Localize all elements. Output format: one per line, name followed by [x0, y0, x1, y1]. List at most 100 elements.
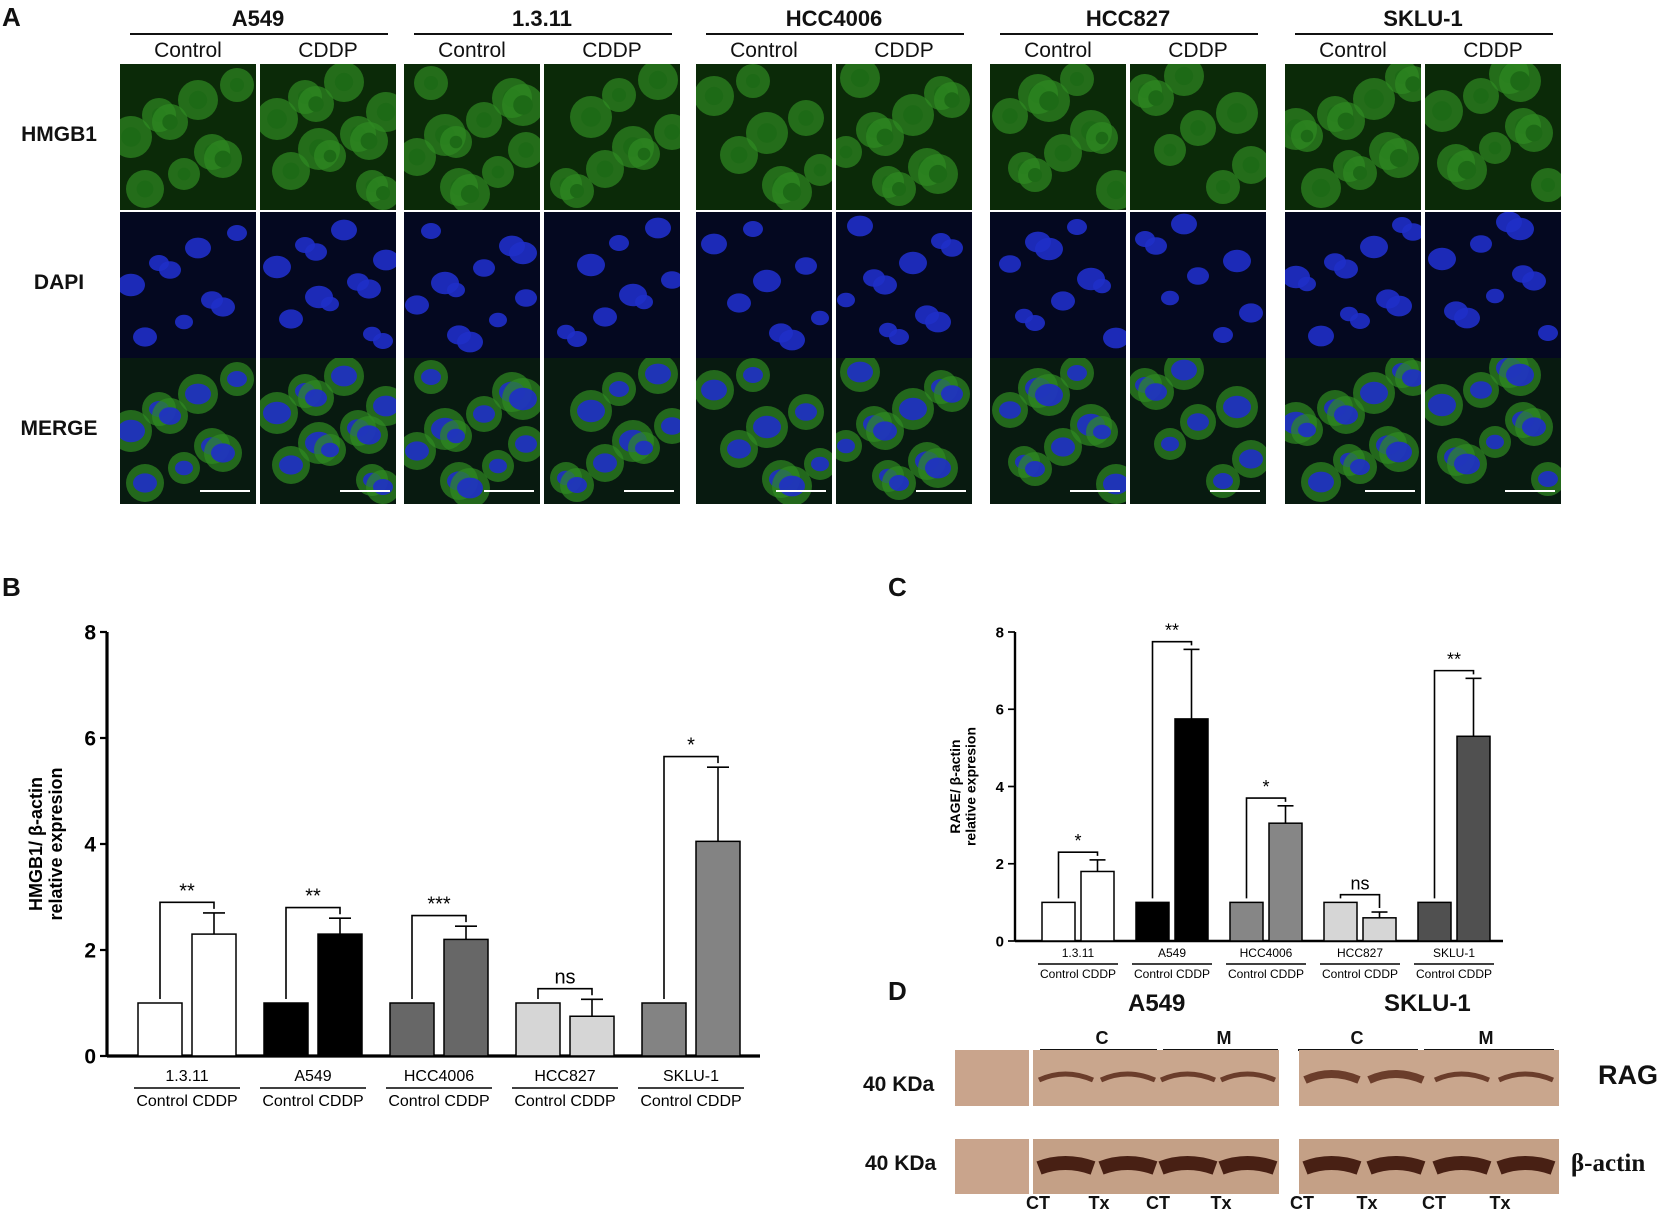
cell-line-underline: [706, 33, 964, 35]
condition-label: CDDP: [582, 39, 642, 62]
condition-sub-label: Control CDDP: [514, 1093, 615, 1110]
condition-sub-label: Control CDDP: [1040, 967, 1116, 981]
bar-HCC4006-CDDP: [1268, 822, 1303, 942]
rage-band: [1219, 1071, 1276, 1083]
micrograph-tile: [990, 212, 1126, 358]
actin-band: [1036, 1156, 1096, 1175]
condition-label: CDDP: [1168, 39, 1228, 62]
y-tick-label: 2: [996, 856, 1004, 873]
panel-c-bar-chart: 0 2 4 6 8 RAGE/ β-actinrelative expresion * 1.3…: [947, 621, 1503, 981]
significance-bracket: [159, 901, 215, 999]
scale-bar: [200, 490, 250, 492]
significance-mark: **: [305, 886, 321, 908]
bar-SKLU-1-CDDP: [1456, 735, 1491, 942]
marker-lane: [955, 1139, 1029, 1194]
y-tick-label: 4: [996, 779, 1005, 796]
y-tick-label: 2: [84, 939, 96, 962]
row-label: HMGB1: [21, 123, 97, 146]
y-tick-label: 0: [996, 933, 1004, 950]
micrograph-tile: [1130, 212, 1266, 358]
bar-1.3.11-Control: [137, 1002, 183, 1057]
micrograph-tile: [990, 64, 1126, 210]
condition-sub-label: Control CDDP: [1416, 967, 1492, 981]
blot-group-a549: A549: [1128, 990, 1186, 1017]
bar-HCC827-CDDP: [1362, 917, 1397, 942]
micrograph-tile: [1285, 358, 1421, 504]
group-label: SKLU-1: [1433, 946, 1475, 960]
group-label: A549: [294, 1068, 331, 1085]
micrograph-tile: [404, 64, 540, 210]
micrograph-tile: [836, 358, 972, 504]
bar-A549-Control: [1135, 901, 1170, 942]
micrograph-tile: [120, 64, 256, 210]
kda-label: 40 KDa: [863, 1073, 935, 1096]
micrograph-tile: [120, 212, 256, 358]
panel-b-letter: B: [2, 572, 21, 602]
lane-label: CT: [1026, 1193, 1050, 1213]
micrograph-tile: [696, 64, 832, 210]
condition-sub-label: Control CDDP: [640, 1093, 741, 1110]
bar-SKLU-1-Control: [1417, 901, 1452, 942]
actin-band: [1302, 1156, 1362, 1175]
micrograph-tile: [1130, 358, 1266, 504]
fraction-label-m: M: [1478, 1028, 1494, 1048]
condition-sub-label: Control CDDP: [136, 1093, 237, 1110]
bar-HCC827-Control: [515, 1002, 561, 1057]
row-label: DAPI: [33, 271, 85, 294]
lane-label: Tx: [1210, 1193, 1232, 1213]
micrograph-tile: [260, 212, 396, 358]
cell-line-underline: [1000, 33, 1258, 35]
y-tick-label: 8: [996, 624, 1004, 641]
significance-bracket: [1433, 669, 1475, 899]
micrograph-tile: [544, 212, 680, 358]
micrograph-tile: [836, 64, 972, 210]
actin-band: [1218, 1156, 1278, 1175]
micrograph-tile: [404, 358, 540, 504]
blot-group-sklu1: SKLU-1: [1384, 990, 1471, 1017]
panel-c-letter: C: [888, 572, 907, 602]
scale-bar: [1210, 490, 1260, 492]
actin-band: [1158, 1156, 1218, 1175]
cell-line-label: HCC4006: [785, 6, 883, 31]
rage-band: [1433, 1071, 1490, 1083]
rage-band: [1367, 1070, 1425, 1084]
bar-HCC827-CDDP: [569, 1015, 615, 1057]
condition-label: CDDP: [1463, 39, 1523, 62]
micrograph-tile: [404, 212, 540, 358]
significance-mark: *: [687, 735, 695, 757]
actin-band: [1098, 1156, 1158, 1175]
cell-line-underline: [130, 33, 388, 35]
actin-band: [1432, 1156, 1492, 1175]
cell-line-label: SKLU-1: [1383, 6, 1463, 31]
rage-band: [1037, 1071, 1094, 1083]
scale-bar: [916, 490, 966, 492]
kda-label: 40 KDa: [865, 1152, 937, 1175]
micrograph-tile: [990, 358, 1126, 504]
bar-HCC827-Control: [1323, 901, 1358, 942]
significance-mark: *: [1074, 831, 1081, 851]
actin-band: [1496, 1156, 1556, 1175]
bar-A549-Control: [263, 1002, 309, 1057]
micrograph-tile: [696, 358, 832, 504]
condition-sub-label: Control CDDP: [1228, 967, 1304, 981]
cell-line-label: HCC827: [1085, 6, 1171, 31]
condition-label: CDDP: [298, 39, 358, 62]
lane-label: Tx: [1489, 1193, 1511, 1213]
row-label: MERGE: [20, 417, 98, 440]
condition-label: Control: [730, 39, 798, 62]
rage-band: [1303, 1070, 1361, 1084]
significance-bracket: [663, 755, 719, 999]
lane-label: Tx: [1088, 1193, 1110, 1213]
panel-d-letter: D: [888, 976, 907, 1006]
condition-sub-label: Control CDDP: [388, 1093, 489, 1110]
panel-a-letter: A: [2, 2, 21, 32]
micrograph-tile: [260, 358, 396, 504]
bar-1.3.11-Control: [1041, 901, 1076, 942]
group-label: HCC4006: [1240, 946, 1293, 960]
rage-band: [1159, 1071, 1216, 1083]
bar-A549-CDDP: [317, 933, 363, 1057]
y-tick-label: 0: [84, 1045, 96, 1068]
bar-HCC4006-CDDP: [443, 938, 489, 1057]
scale-bar: [776, 490, 826, 492]
significance-mark: ns: [554, 967, 575, 989]
